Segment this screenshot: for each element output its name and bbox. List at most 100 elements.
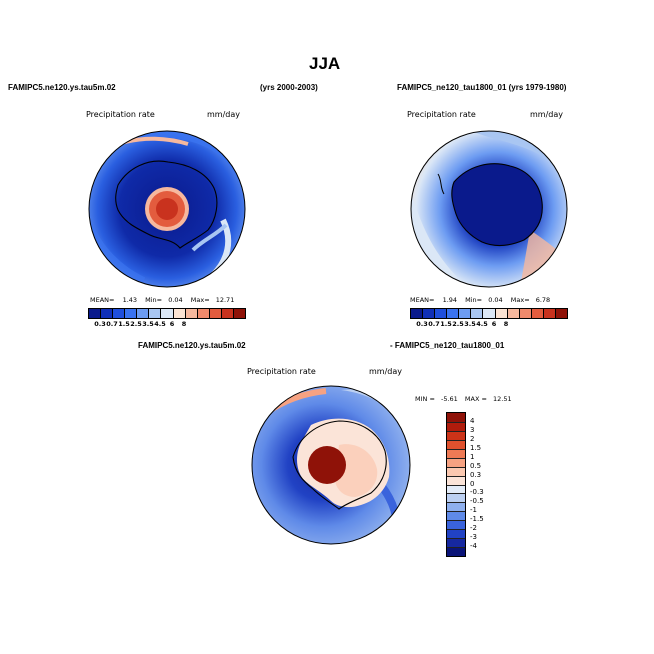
panel2-mean-value: 1.94 [442, 296, 458, 304]
colorbar-swatch [422, 309, 435, 318]
panel1-stats: MEAN= 1.43 Min= 0.04 Max= 12.71 [90, 296, 234, 304]
colorbar-swatch [482, 309, 495, 318]
colorbar-swatch [447, 547, 465, 556]
panel2-mean-label: MEAN= [410, 296, 435, 304]
colorbar-tick-label: 6 [491, 320, 497, 328]
panel2-max-value: 6.78 [535, 296, 551, 304]
diff-min-max: MIN = -5.61 MAX = 12.51 [415, 395, 512, 403]
colorbar-tick-label: 0.3 [94, 320, 106, 328]
colorbar-swatch [447, 448, 465, 458]
colorbar-tick-label: 3 [470, 425, 475, 434]
diff-polar-map [251, 385, 411, 545]
panel1-max-value: 12.71 [215, 296, 235, 304]
colorbar-tick-label: 1 [470, 452, 475, 461]
colorbar-swatch [196, 309, 209, 318]
colorbar-swatch [518, 309, 531, 318]
colorbar-tick-label: -1 [470, 506, 477, 515]
colorbar-swatch [220, 309, 233, 318]
colorbar-swatch [446, 309, 459, 318]
panel1-mean-value: 1.43 [122, 296, 138, 304]
colorbar-tick-label: -0.3 [470, 488, 484, 497]
diff-max-label: MAX = [464, 395, 487, 403]
diff-case-a: FAMIPC5.ne120.ys.tau5m.02 [138, 341, 246, 350]
colorbar-swatch [447, 529, 465, 539]
colorbar-swatch [530, 309, 543, 318]
panel1-min-value: 0.04 [168, 296, 183, 304]
panel1-polar-map [88, 130, 246, 288]
colorbar-swatch [447, 520, 465, 530]
colorbar-tick-label: -4 [470, 542, 477, 551]
colorbar-tick-label: 1.5 [118, 320, 130, 328]
colorbar-tick-label: 2.5 [452, 320, 464, 328]
colorbar-swatch [184, 309, 197, 318]
colorbar-swatch [124, 309, 137, 318]
colorbar-tick-label: 0.3 [416, 320, 428, 328]
colorbar-swatch [112, 309, 125, 318]
panel2-units-label: mm/day [530, 110, 563, 119]
panel1-case-name: FAMIPC5.ne120.ys.tau5m.02 [8, 83, 116, 92]
colorbar-swatch [434, 309, 447, 318]
colorbar-tick-label: 4 [470, 416, 475, 425]
colorbar-tick-label: 0.7 [106, 320, 118, 328]
panel2-colorbar [410, 308, 568, 319]
panel2-stats: MEAN= 1.94 Min= 0.04 Max= 6.78 [410, 296, 550, 304]
colorbar-tick-label: 2 [470, 434, 475, 443]
colorbar-swatch [447, 430, 465, 440]
colorbar-tick-label: 6 [169, 320, 175, 328]
colorbar-swatch [411, 309, 423, 318]
panel1-units-label: mm/day [207, 110, 240, 119]
diff-min-value: -5.61 [440, 395, 458, 403]
colorbar-swatch [447, 502, 465, 512]
colorbar-tick-label: -0.5 [470, 497, 484, 506]
colorbar-swatch [470, 309, 483, 318]
colorbar-swatch [447, 475, 465, 485]
page-title: JJA [309, 54, 341, 73]
diff-colorbar [446, 412, 466, 557]
panel2-min-label: Min= [465, 296, 483, 304]
colorbar-tick-label: 3.5 [142, 320, 154, 328]
panel2-min-value: 0.04 [488, 296, 503, 304]
colorbar-swatch [447, 413, 465, 422]
colorbar-swatch [232, 309, 246, 318]
colorbar-swatch [447, 538, 465, 548]
colorbar-swatch [506, 309, 519, 318]
colorbar-tick-label: 4.5 [476, 320, 488, 328]
colorbar-swatch [542, 309, 555, 318]
panel1-years: (yrs 2000-2003) [260, 83, 318, 92]
colorbar-tick-label: 0.5 [470, 461, 482, 470]
panel1-max-label: Max= [190, 296, 210, 304]
colorbar-tick-label: 1.5 [470, 443, 482, 452]
colorbar-swatch [160, 309, 173, 318]
colorbar-swatch [172, 309, 185, 318]
colorbar-tick-label: 0 [470, 479, 475, 488]
colorbar-tick-label: 0.7 [428, 320, 440, 328]
colorbar-tick-label: -3 [470, 533, 477, 542]
colorbar-tick-label: 8 [503, 320, 509, 328]
colorbar-tick-label: 3.5 [464, 320, 476, 328]
diff-units-label: mm/day [369, 367, 402, 376]
colorbar-tick-label: 4.5 [154, 320, 166, 328]
colorbar-swatch [148, 309, 161, 318]
diff-variable-label: Precipitation rate [247, 367, 316, 376]
colorbar-swatch [208, 309, 221, 318]
colorbar-swatch [447, 484, 465, 494]
colorbar-swatch [447, 457, 465, 467]
colorbar-swatch [554, 309, 568, 318]
colorbar-tick-label: -2 [470, 524, 477, 533]
colorbar-tick-label: 1.5 [440, 320, 452, 328]
panel2-max-label: Max= [510, 296, 530, 304]
colorbar-swatch [447, 439, 465, 449]
colorbar-tick-label: 0.3 [470, 470, 482, 479]
panel1-min-label: Min= [145, 296, 163, 304]
panel1-mean-label: MEAN= [90, 296, 115, 304]
panel2-polar-map [410, 130, 568, 288]
colorbar-tick-label: -1.5 [470, 515, 484, 524]
colorbar-tick-label: 2.5 [130, 320, 142, 328]
colorbar-swatch [447, 466, 465, 476]
panel1-colorbar [88, 308, 246, 319]
diff-case-b: - FAMIPC5_ne120_tau1800_01 [390, 341, 505, 350]
panel2-variable-label: Precipitation rate [407, 110, 476, 119]
colorbar-swatch [494, 309, 507, 318]
colorbar-swatch [458, 309, 471, 318]
colorbar-swatch [136, 309, 149, 318]
